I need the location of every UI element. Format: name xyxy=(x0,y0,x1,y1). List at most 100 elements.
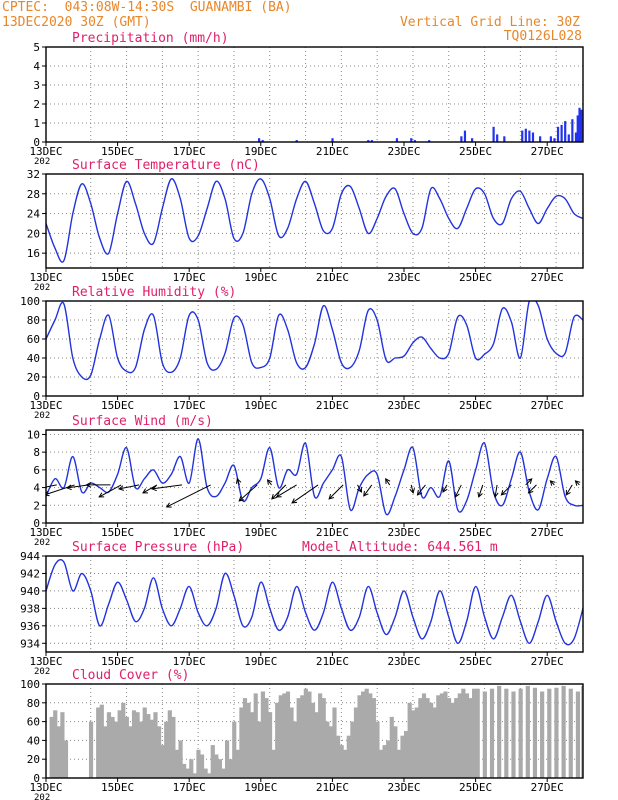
wind-frame xyxy=(45,429,584,524)
cloud-cover-bar xyxy=(382,745,387,778)
wind-y-tick-label: 2 xyxy=(33,499,40,512)
cloud-cover-bar xyxy=(221,768,226,778)
cloud-cover-bar xyxy=(425,698,430,778)
wind-arrow xyxy=(525,478,533,486)
cloud-cover-bar xyxy=(228,759,233,778)
rh-x-tick-label: 25DEC xyxy=(459,399,492,412)
cloud-cover-bar xyxy=(253,693,258,778)
cloud-cover-bar xyxy=(232,721,237,778)
wind-arrow xyxy=(46,484,57,488)
wind-arrow xyxy=(151,484,183,490)
temp-x-tick-label: 15DEC xyxy=(101,271,134,284)
precip-y-tick-label: 5 xyxy=(33,41,40,54)
wind-plot-area xyxy=(46,438,583,516)
cloud-cover-bar xyxy=(436,695,441,778)
pres-x-tick-label: 13DEC xyxy=(29,655,62,668)
cloud-cover-bar xyxy=(217,759,223,778)
rh-x-tick-label: 23DEC xyxy=(387,399,420,412)
wind-x-tick-label: 25DEC xyxy=(459,526,492,539)
wind-y-tick-label: 4 xyxy=(33,482,40,495)
cloud-cover-bar xyxy=(131,710,137,778)
wind-arrow-head xyxy=(492,492,499,498)
header-station: CPTEC: 043:08W-14:30S GUANAMBI (BA) xyxy=(2,0,292,15)
cloud-cover-bar xyxy=(160,745,165,778)
cloud-cover-bar xyxy=(464,693,470,778)
wind-arrow xyxy=(528,484,537,494)
wind-arrow-head xyxy=(574,480,581,486)
cloud-cover-bar xyxy=(446,698,452,778)
cloud-panel: 0 20 40 60 80 100 13DEC 15DEC 17DEC 19DEC 21DEC 23D… xyxy=(20,668,584,800)
precip-x-tick-label: 23DEC xyxy=(387,145,420,158)
cloud-x-tick-label: 21DEC xyxy=(316,781,349,794)
cloud-cover-bar xyxy=(475,688,480,778)
wind-arrow-head xyxy=(118,485,125,491)
cloud-cover-bar xyxy=(368,693,373,778)
precip-bar xyxy=(367,140,370,142)
rh-frame xyxy=(45,300,584,397)
wind-arrow xyxy=(142,484,158,494)
cloud-cover-bar xyxy=(121,702,126,778)
precip-bar xyxy=(395,138,399,142)
wind-y-tick-label: 10 xyxy=(27,428,40,441)
cloud-cover-bar xyxy=(343,749,348,778)
wind-arrow-head xyxy=(65,484,72,491)
cloud-cover-bar xyxy=(103,726,108,778)
cloud-cover-bar xyxy=(421,693,427,778)
cloud-cover-bar xyxy=(63,740,69,778)
pres-title: Surface Pressure (hPa) xyxy=(72,540,244,555)
temp-year-label: 202 xyxy=(34,283,50,293)
cloud-cover-bar xyxy=(88,721,94,778)
cloud-title: Cloud Cover (%) xyxy=(72,668,189,683)
cloud-cover-bar xyxy=(164,721,169,778)
cloud-cover-bar xyxy=(547,688,552,778)
cloud-cover-bar xyxy=(96,707,101,778)
cloud-cover-bar xyxy=(450,702,455,778)
precip-bar xyxy=(295,140,298,142)
wind-arrow xyxy=(66,484,90,489)
cloud-cover-bar xyxy=(454,698,459,778)
precip-x-tick-label: 21DEC xyxy=(316,145,349,158)
precip-y-tick-label: 0 xyxy=(33,136,40,149)
precip-bar xyxy=(580,109,583,142)
temp-plot-area xyxy=(46,178,583,263)
wind-x-tick-label: 27DEC xyxy=(531,526,564,539)
wind-arrow-head xyxy=(454,491,460,498)
cloud-cover-bar xyxy=(511,691,516,778)
wind-arrow xyxy=(267,479,272,486)
precip-bar xyxy=(370,140,373,142)
pres-y-tick-label: 934 xyxy=(20,637,40,650)
cloud-cover-bar xyxy=(110,716,115,778)
rh-panel: 0 20 40 60 80 100 13DEC 15DEC 17DEC 19DEC 21DEC 23D… xyxy=(20,285,584,421)
cloud-cover-bar xyxy=(124,716,129,778)
cloud-cover-bar xyxy=(307,691,312,778)
pres-panel: 934 936 938 940 942 944 13DEC 15DEC 17DEC 19DEC 21… xyxy=(20,540,584,677)
cloud-cover-bar xyxy=(239,707,244,778)
precip-bar xyxy=(531,132,535,142)
temp-title: Surface Temperature (nC) xyxy=(72,158,260,173)
cloud-y-tick-label: 40 xyxy=(27,734,40,747)
precip-y-tick-label: 4 xyxy=(33,60,40,73)
cloud-cover-bar xyxy=(532,687,538,778)
precip-bar xyxy=(496,134,499,142)
temp-x-tick-label: 19DEC xyxy=(244,271,277,284)
cloud-y-tick-label: 0 xyxy=(33,772,40,785)
precip-bar xyxy=(258,138,261,142)
cloud-cover-bar xyxy=(153,712,158,778)
wind-x-tick-label: 21DEC xyxy=(316,526,349,539)
precip-bar xyxy=(503,136,506,142)
precip-x-tick-label: 25DEC xyxy=(459,145,492,158)
cloud-cover-bar xyxy=(361,691,366,778)
wind-arrow xyxy=(118,484,140,490)
wind-arrow xyxy=(98,484,122,498)
cloud-cover-bar xyxy=(339,745,344,778)
precip-plot-area xyxy=(258,107,583,142)
cloud-cover-bar xyxy=(504,688,509,778)
wind-arrow-head xyxy=(549,480,556,486)
precip-bar xyxy=(463,130,467,142)
cloud-x-tick-label: 19DEC xyxy=(244,781,277,794)
wind-arrow xyxy=(291,484,319,504)
wind-arrow-head xyxy=(85,482,92,488)
wind-arrow-head xyxy=(238,496,245,502)
pres-x-tick-label: 21DEC xyxy=(316,655,349,668)
cloud-cover-bar xyxy=(335,735,341,778)
